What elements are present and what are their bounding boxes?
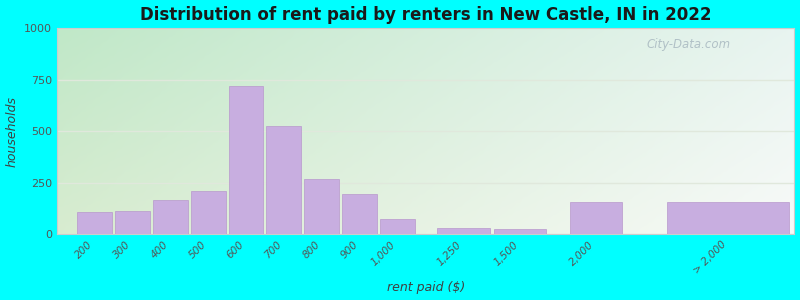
Bar <box>570 202 622 234</box>
Bar <box>667 202 789 234</box>
Bar <box>342 194 377 234</box>
Text: City-Data.com: City-Data.com <box>647 38 731 51</box>
Bar <box>115 211 150 234</box>
Bar <box>266 126 302 234</box>
X-axis label: rent paid ($): rent paid ($) <box>386 281 465 294</box>
Title: Distribution of rent paid by renters in New Castle, IN in 2022: Distribution of rent paid by renters in … <box>140 6 711 24</box>
Y-axis label: households: households <box>6 96 18 167</box>
Bar <box>153 200 188 234</box>
Bar <box>191 191 226 234</box>
Bar <box>438 228 490 234</box>
Bar <box>304 179 339 234</box>
Bar <box>380 219 414 234</box>
Bar <box>494 229 546 234</box>
Bar <box>78 212 112 234</box>
Bar <box>229 86 263 234</box>
